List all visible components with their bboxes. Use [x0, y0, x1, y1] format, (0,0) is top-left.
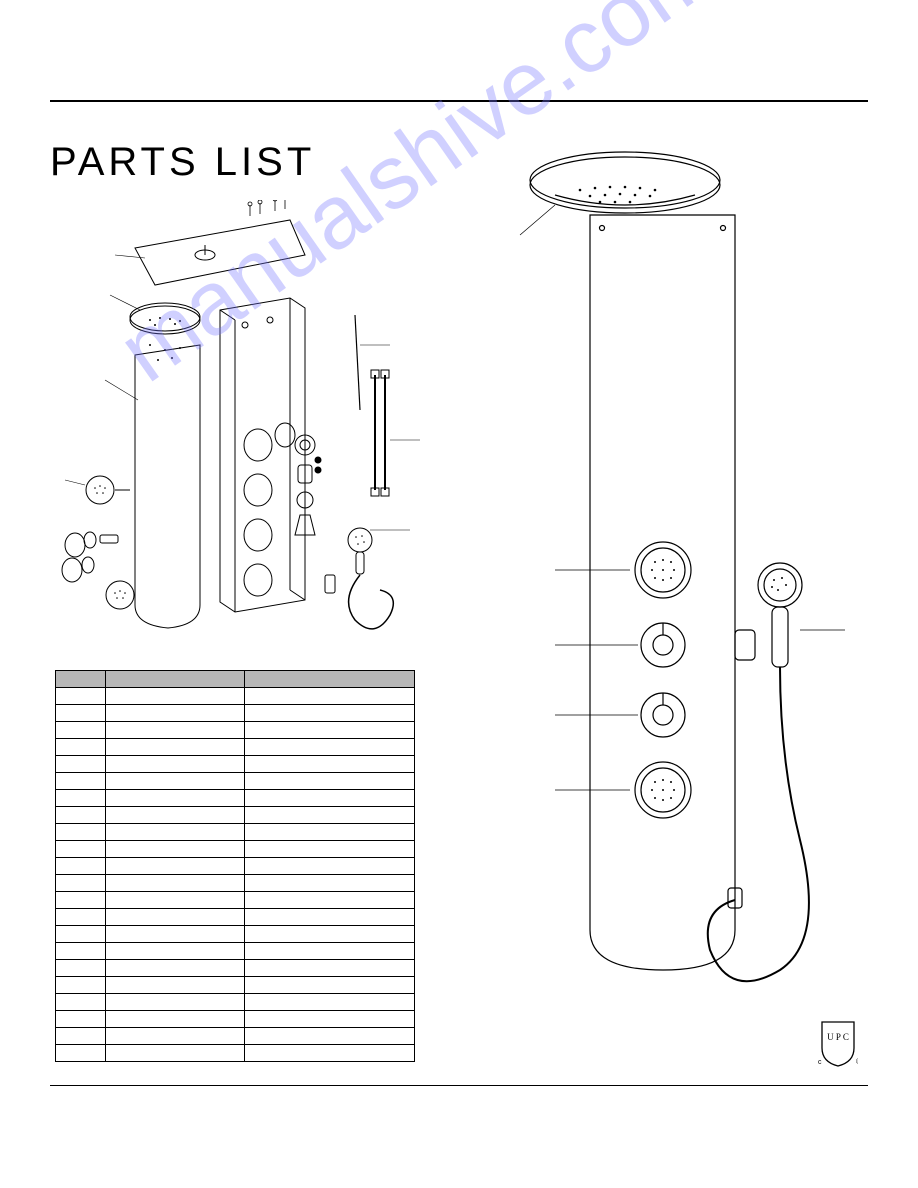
table-row — [56, 807, 415, 824]
table-row — [56, 994, 415, 1011]
table-row — [56, 841, 415, 858]
exploded-diagram — [60, 200, 460, 640]
table-row — [56, 790, 415, 807]
col-header-c — [245, 671, 415, 688]
table-row — [56, 943, 415, 960]
table-row — [56, 892, 415, 909]
upc-cert-badge: U P C ® c — [818, 1020, 858, 1068]
horizontal-rule-top — [50, 100, 868, 102]
assembled-diagram — [500, 140, 860, 1020]
upc-text: U P C — [827, 1032, 849, 1042]
table-row — [56, 858, 415, 875]
upc-c: c — [818, 1059, 822, 1066]
table-header-row — [56, 671, 415, 688]
table-row — [56, 824, 415, 841]
table-row — [56, 722, 415, 739]
table-row — [56, 926, 415, 943]
table-row — [56, 1028, 415, 1045]
table-row — [56, 739, 415, 756]
table-row — [56, 960, 415, 977]
table-row — [56, 875, 415, 892]
table-row — [56, 773, 415, 790]
table-row — [56, 909, 415, 926]
table-row — [56, 977, 415, 994]
table-row — [56, 705, 415, 722]
horizontal-rule-bottom — [50, 1085, 868, 1086]
table-row — [56, 756, 415, 773]
col-header-b — [105, 671, 245, 688]
table-row — [56, 1011, 415, 1028]
page-title: PARTS LIST — [50, 140, 315, 185]
table-row — [56, 688, 415, 705]
upc-reg: ® — [856, 1057, 858, 1066]
col-header-a — [56, 671, 106, 688]
table-row — [56, 1045, 415, 1062]
parts-table — [55, 670, 415, 1062]
